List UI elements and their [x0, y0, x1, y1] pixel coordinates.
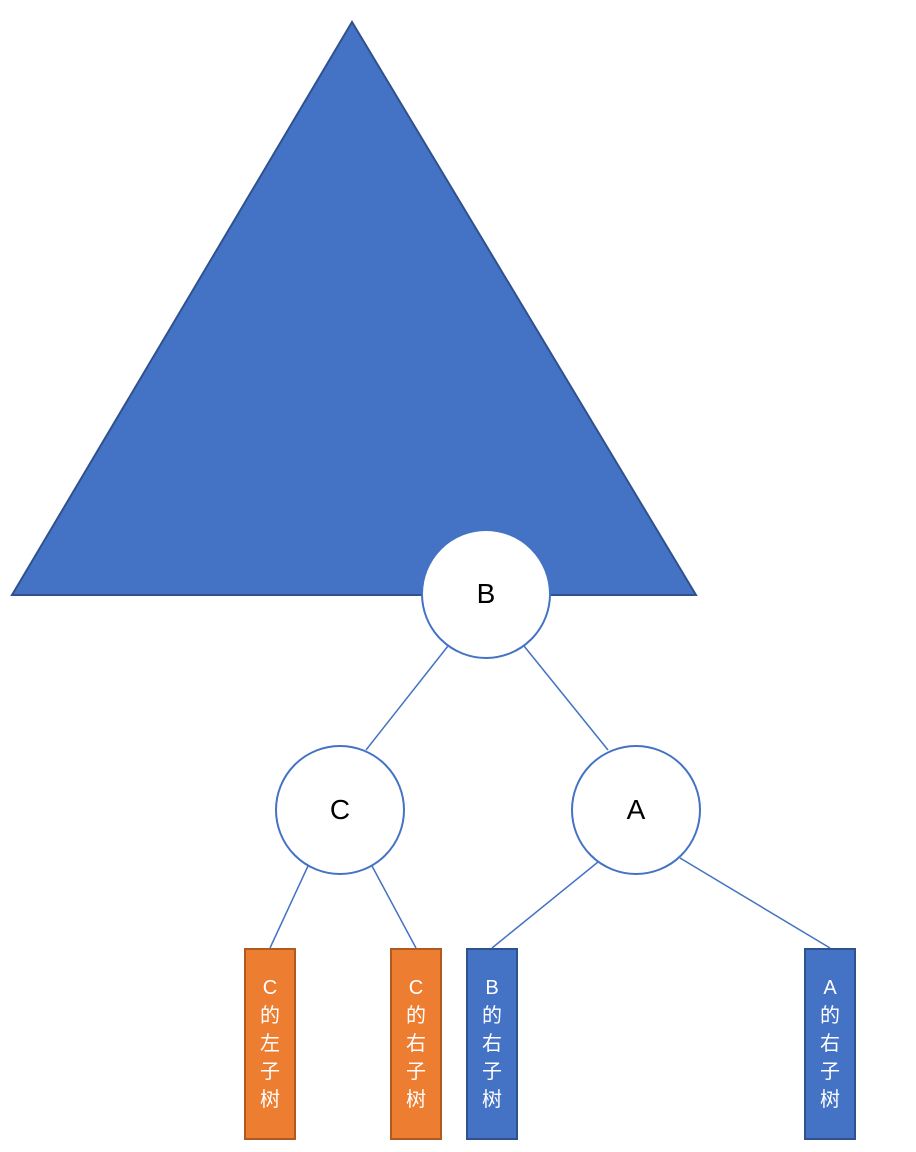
subtree-a-right: A的右子树 — [804, 948, 856, 1140]
edge-B-A — [524, 646, 608, 750]
edge-A-a_right — [680, 858, 830, 948]
edge-C-c_left — [270, 866, 308, 948]
edge-A-b_right — [492, 862, 598, 948]
subtree-b-right: B的右子树 — [466, 948, 518, 1140]
node-c: C — [275, 745, 405, 875]
node-a: A — [571, 745, 701, 875]
edge-B-C — [366, 646, 448, 750]
node-a-label: A — [627, 794, 646, 826]
diagram-container: B C A C的左子树 C的右子树 B的右子树 A的右子树 — [0, 0, 916, 1152]
node-b-label: B — [477, 578, 496, 610]
edge-C-c_right — [372, 866, 416, 948]
subtree-c-right: C的右子树 — [390, 948, 442, 1140]
subtree-c-left: C的左子树 — [244, 948, 296, 1140]
root-triangle — [12, 22, 696, 595]
node-b: B — [421, 529, 551, 659]
node-c-label: C — [330, 794, 350, 826]
